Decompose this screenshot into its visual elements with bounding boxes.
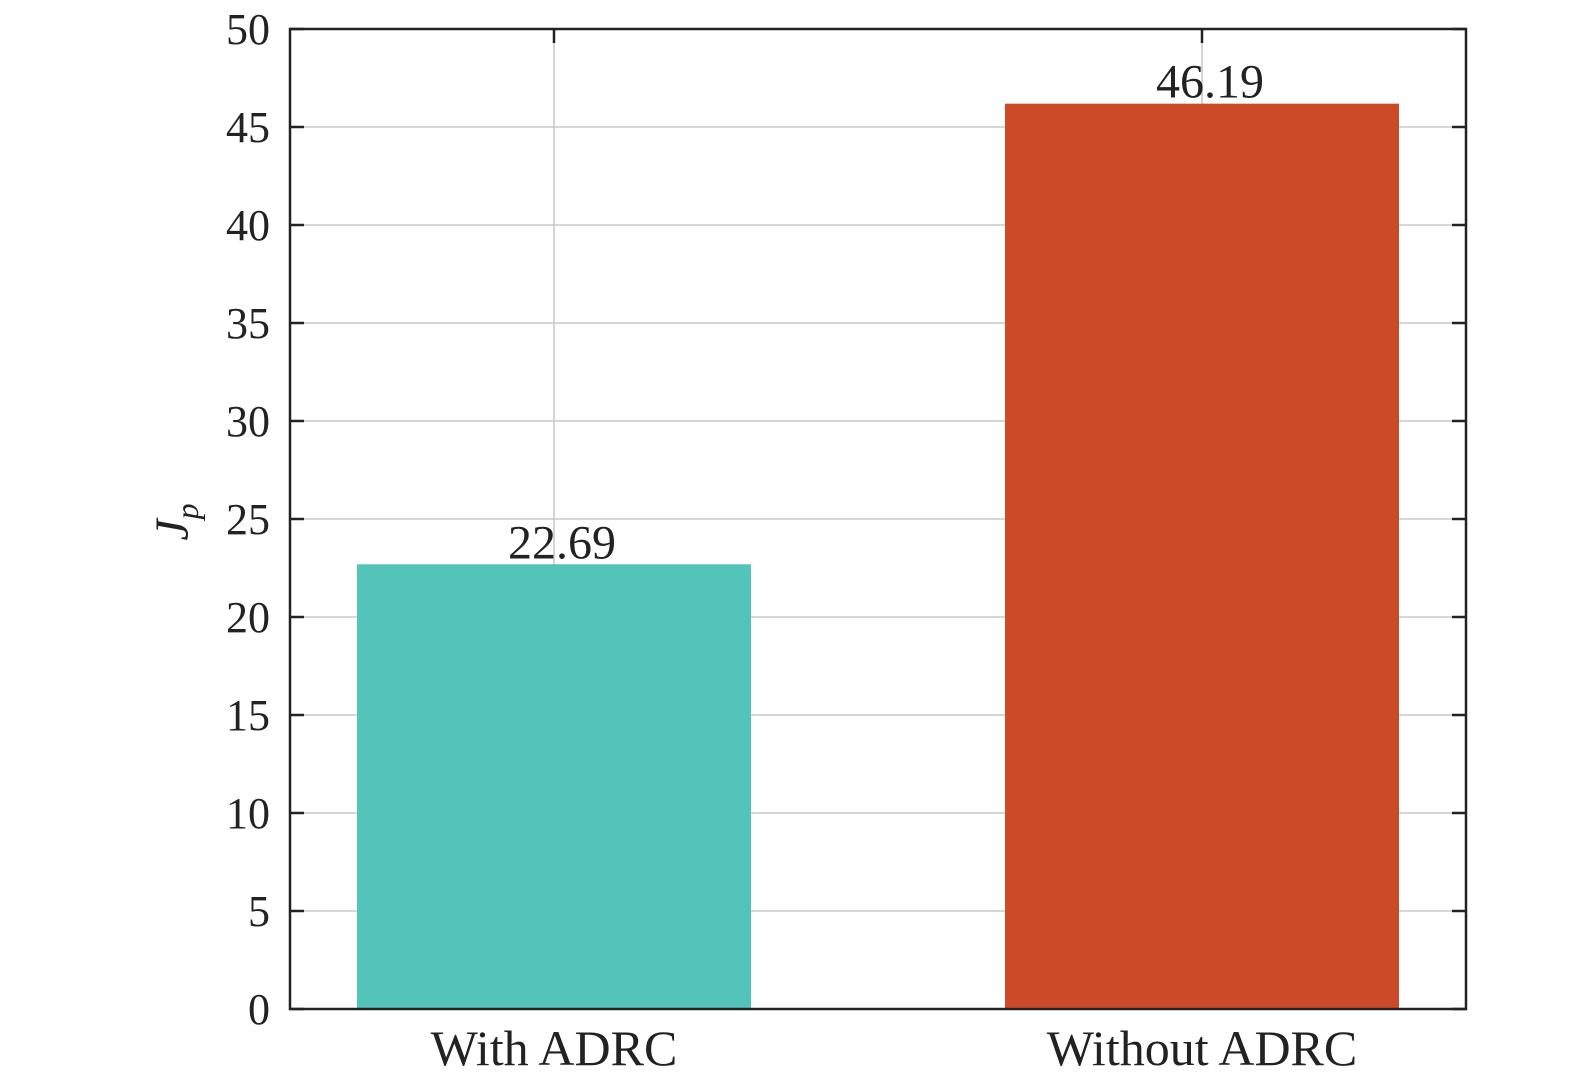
y-tick-label: 0 — [248, 985, 270, 1034]
x-tick-labels: With ADRC Without ADRC — [431, 1020, 1358, 1076]
plot-frame — [288, 27, 1468, 1011]
y-axis-label-main: J — [146, 517, 199, 541]
y-tick-label: 25 — [226, 495, 270, 544]
y-tick-label: 5 — [248, 887, 270, 936]
y-tick-label: 50 — [226, 5, 270, 54]
x-tick-label: Without ADRC — [1047, 1020, 1358, 1076]
y-tick-label: 35 — [226, 299, 270, 348]
x-tick-label: With ADRC — [431, 1020, 678, 1076]
y-tick-labels: 0 5 10 15 20 25 30 35 40 45 50 — [226, 5, 270, 1034]
bar — [357, 564, 751, 1009]
bars — [357, 103, 1399, 1009]
y-axis-label: Jp — [146, 503, 205, 540]
bar — [1005, 103, 1399, 1009]
y-tick-label: 45 — [226, 103, 270, 152]
y-tick-label: 15 — [226, 691, 270, 740]
y-tick-label: 30 — [226, 397, 270, 446]
y-tick-label: 40 — [226, 201, 270, 250]
y-tick-label: 10 — [226, 789, 270, 838]
y-axis-label-subscript: p — [169, 503, 205, 521]
bar-value-label: 46.19 — [1156, 56, 1264, 109]
y-tick-label: 20 — [226, 593, 270, 642]
bar-value-label: 22.69 — [508, 516, 616, 569]
data-labels: 22.69 46.19 — [508, 56, 1264, 570]
